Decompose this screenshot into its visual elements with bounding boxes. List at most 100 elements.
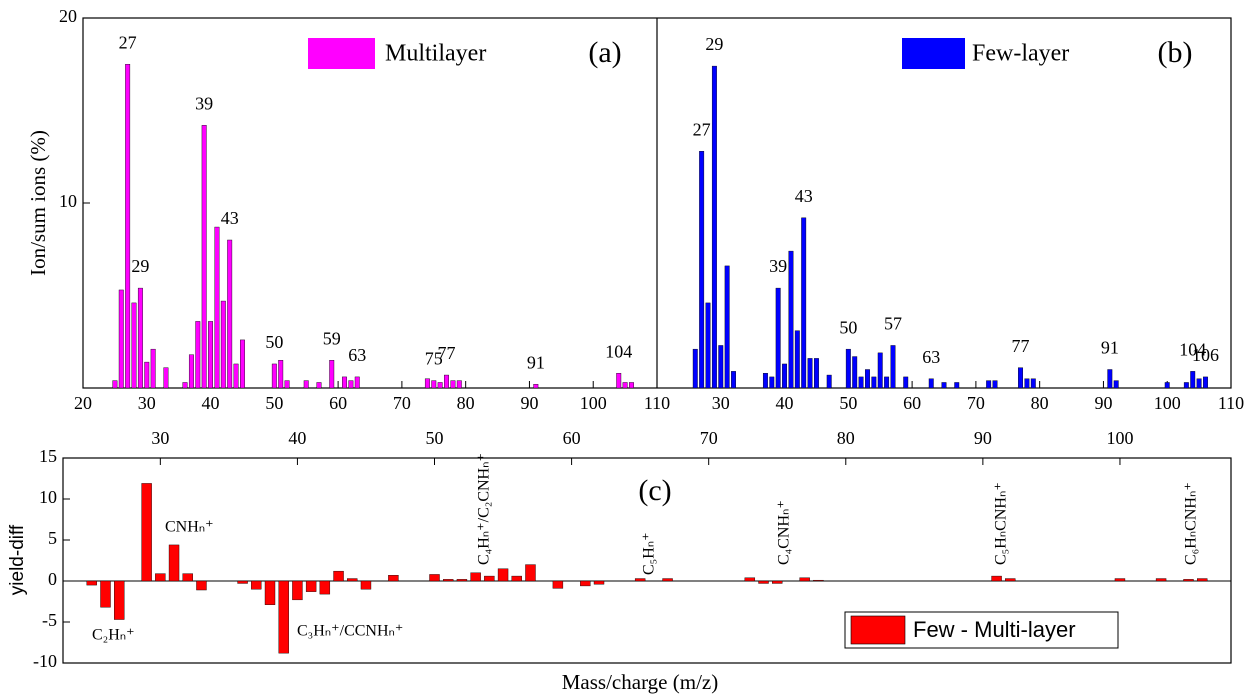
legend-swatch [308, 38, 375, 69]
bar [852, 356, 858, 389]
x-tick-label: 90 [520, 393, 538, 413]
bar [731, 371, 736, 389]
x-tick-label: 40 [288, 428, 306, 448]
panel-label: (b) [1158, 36, 1193, 69]
bar [1024, 378, 1030, 389]
y-tick-label: 10 [59, 191, 77, 211]
bar [163, 367, 169, 389]
bar [782, 363, 788, 389]
bar [86, 580, 97, 586]
bar [525, 564, 536, 582]
bar [470, 572, 481, 582]
x-tick-label: 70 [700, 428, 718, 448]
bar [456, 579, 468, 582]
x-tick-label: 50 [265, 393, 283, 413]
bar [329, 360, 335, 389]
bar [431, 380, 437, 389]
bar [1114, 578, 1126, 582]
bar [208, 321, 214, 389]
peak-label: 29 [705, 34, 723, 54]
bar [813, 579, 824, 582]
bar [168, 544, 180, 582]
bar [150, 348, 156, 389]
x-tick-label: 90 [974, 428, 992, 448]
bar [196, 580, 207, 591]
bar [903, 376, 909, 389]
x-tick-label: 110 [644, 393, 670, 413]
bar [1196, 378, 1202, 389]
bar [801, 217, 807, 389]
bar [858, 376, 864, 389]
bar [100, 580, 111, 608]
peak-label: 104 [1179, 339, 1206, 359]
bar [237, 580, 248, 584]
x-tick-label: 20 [74, 393, 92, 413]
bar [813, 358, 819, 389]
x-tick-label: 50 [839, 393, 857, 413]
bar [444, 374, 449, 389]
bar [718, 345, 724, 389]
x-tick-label: 100 [580, 393, 607, 413]
frame-c [62, 457, 1232, 664]
bar [1197, 578, 1208, 582]
bar [699, 150, 705, 389]
peak-label: 63 [922, 347, 940, 367]
x-tick-label: 30 [712, 393, 730, 413]
x-tick-label: 40 [776, 393, 794, 413]
peak-label: 63 [348, 345, 366, 365]
bar [629, 382, 634, 389]
bar [1107, 369, 1113, 389]
bar [233, 363, 239, 389]
bar [1203, 376, 1208, 389]
bar [794, 330, 800, 389]
bar [429, 574, 440, 582]
bar [807, 358, 813, 389]
bar [342, 376, 347, 389]
peak-label: 77 [438, 343, 456, 363]
bar [497, 568, 509, 582]
peak-label: 43 [795, 186, 813, 206]
bar [1164, 382, 1170, 389]
peak-label: 43 [221, 208, 239, 228]
bar [1005, 578, 1016, 582]
bar [871, 376, 877, 389]
bar [877, 352, 883, 389]
bar [724, 265, 730, 389]
bar [155, 573, 166, 582]
bar [114, 580, 125, 620]
bar [319, 580, 331, 595]
bar [1183, 382, 1189, 389]
bar [991, 575, 1002, 582]
x-axis-label: Mass/charge (m/z) [562, 670, 718, 694]
bar [511, 575, 522, 582]
bar [762, 373, 768, 389]
x-tick-label: 40 [202, 393, 220, 413]
bar [118, 289, 124, 389]
bar [292, 580, 303, 601]
bar [182, 573, 193, 582]
bar [214, 226, 220, 389]
bar [616, 373, 622, 389]
peak-label: 50 [265, 332, 283, 352]
bar [775, 287, 781, 389]
bar [125, 64, 131, 389]
ion-label: C₆HₙCNHₙ⁺ [1183, 482, 1200, 565]
bar [865, 369, 870, 389]
x-tick-label: 60 [563, 428, 581, 448]
ion-label: C₄Hₙ⁺/C₂CNHₙ⁺ [476, 453, 493, 565]
bar [348, 380, 354, 389]
bar [437, 382, 443, 389]
peak-label: 91 [1101, 338, 1119, 358]
bar [769, 376, 775, 389]
bar [954, 382, 960, 389]
bar [744, 577, 756, 582]
bar [884, 376, 890, 389]
peak-label: 77 [1012, 336, 1030, 356]
bar [141, 483, 152, 582]
bar [131, 302, 137, 389]
bar [788, 250, 794, 389]
legend-swatch [902, 38, 965, 69]
peak-label: 27 [693, 119, 711, 139]
x-tick-label: 80 [837, 428, 855, 448]
bar [360, 580, 372, 590]
